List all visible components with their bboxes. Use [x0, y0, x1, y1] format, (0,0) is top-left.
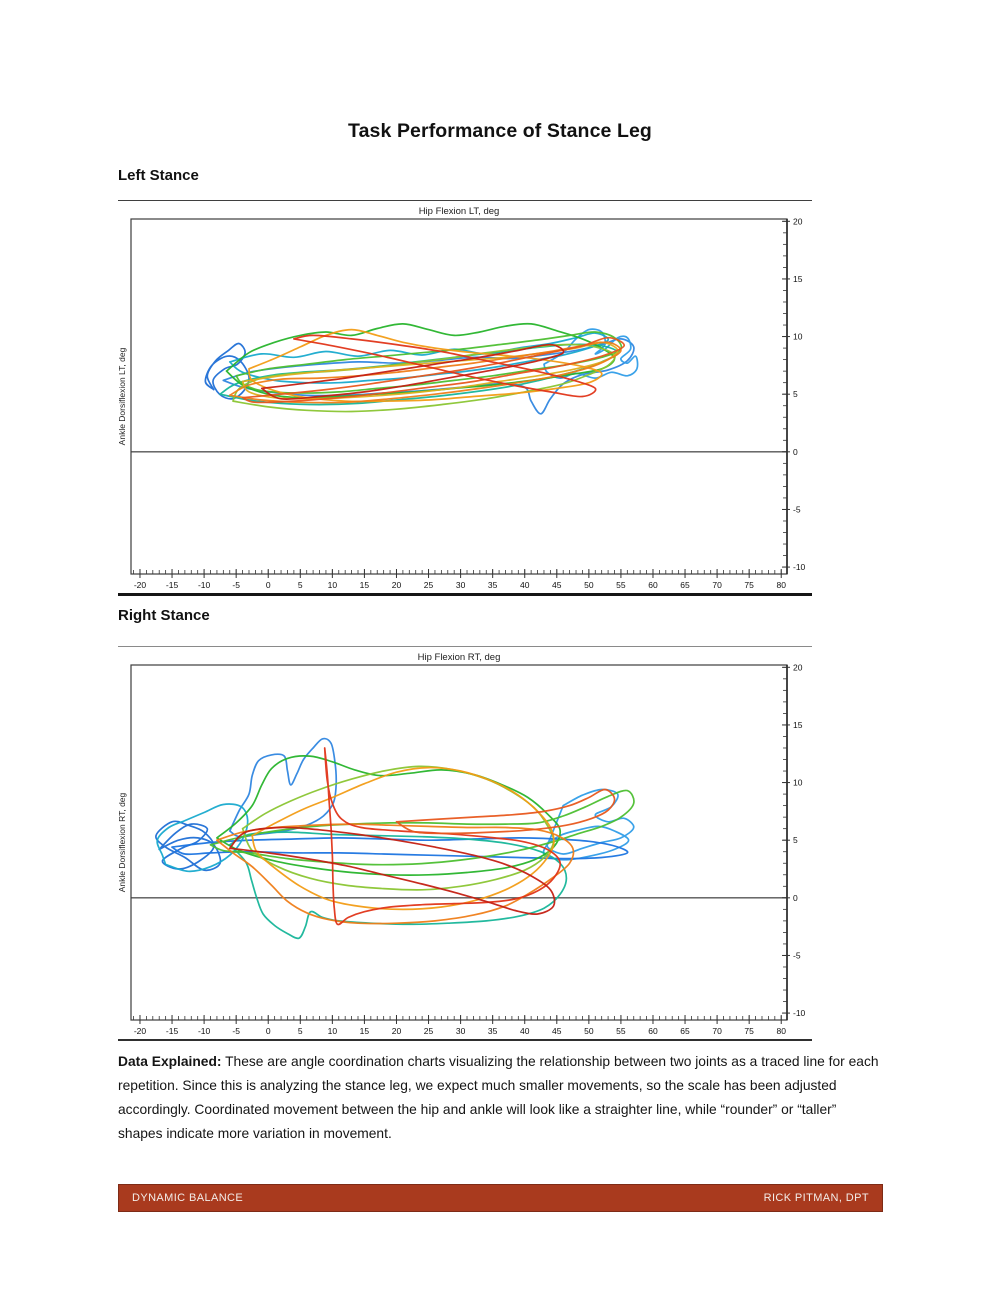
x-tick-label: 30	[456, 1026, 466, 1036]
y-tick-label: 20	[793, 662, 803, 672]
right-stance-plot: -20 -15 -10 -5 0 5 10 15 20 25 30 35 40 45 50 55 60 65 70 7…	[118, 652, 806, 1036]
trace-trace-12	[241, 336, 625, 404]
x-tick-label: 65	[680, 1026, 690, 1036]
x-tick-label: 80	[776, 1026, 786, 1036]
footer-right-text: RICK PITMAN, DPT	[763, 1192, 869, 1204]
right-stance-heading: Right Stance	[118, 607, 210, 624]
x-tick-label: -10	[198, 1026, 211, 1036]
chart-title: Hip Flexion RT, deg	[418, 652, 501, 663]
trace-trace-1	[204, 342, 250, 400]
x-tick-label: 60	[648, 1026, 658, 1036]
x-tick-label: 0	[266, 580, 271, 590]
trace-trace-8	[209, 789, 635, 866]
x-tick-label: 75	[744, 1026, 754, 1036]
footer-bar: DYNAMIC BALANCE RICK PITMAN, DPT	[118, 1184, 883, 1212]
plot-border	[130, 664, 788, 1021]
x-tick-label: 5	[298, 580, 303, 590]
x-tick-label: 55	[616, 580, 626, 590]
x-tick-label: 40	[520, 580, 530, 590]
x-tick-label: 20	[392, 580, 402, 590]
y-tick-label: 5	[793, 835, 798, 845]
left-stance-figure: -20 -15 -10 -5 0 5 10 15 20 25 30 35 40 45 50 55 60 65 70 7…	[118, 200, 812, 596]
y-tick-label: 0	[793, 447, 798, 457]
x-tick-label: -20	[134, 1026, 147, 1036]
x-tick-label: 45	[552, 1026, 562, 1036]
x-tick-label: -5	[232, 1026, 240, 1036]
y-axis-label: Ankle Dorsiflexion RT, deg	[118, 792, 127, 892]
x-tick-label: 30	[456, 580, 466, 590]
trace-trace-10	[248, 328, 603, 403]
x-tick-label: 60	[648, 580, 658, 590]
trace-trace-2	[228, 737, 338, 838]
y-tick-label: 15	[793, 720, 803, 730]
right-stance-figure: -20 -15 -10 -5 0 5 10 15 20 25 30 35 40 45 50 55 60 65 70 7…	[118, 646, 812, 1041]
x-tick-label: 45	[552, 580, 562, 590]
y-tick-label: -5	[793, 504, 801, 514]
y-tick-label: 0	[793, 893, 798, 903]
x-tick-label: 80	[776, 580, 786, 590]
trace-trace-12	[323, 747, 562, 926]
y-axis-label: Ankle Dorsiflexion LT, deg	[118, 347, 127, 445]
chart-title: Hip Flexion LT, deg	[419, 206, 500, 217]
x-tick-label: 35	[488, 580, 498, 590]
x-tick-label: 70	[712, 580, 722, 590]
trace-trace-5	[156, 803, 249, 873]
x-tick-label: 25	[424, 580, 434, 590]
x-tick-label: 55	[616, 1026, 626, 1036]
x-tick-label: 20	[392, 1026, 402, 1036]
x-tick-label: 10	[328, 1026, 338, 1036]
trace-trace-4	[171, 837, 629, 860]
y-tick-label: -5	[793, 950, 801, 960]
x-tick-label: 65	[680, 580, 690, 590]
x-tick-label: 15	[360, 580, 370, 590]
left-stance-plot: -20 -15 -10 -5 0 5 10 15 20 25 30 35 40 45 50 55 60 65 70 7…	[118, 206, 806, 590]
x-tick-label: -15	[166, 580, 179, 590]
y-tick-label: 5	[793, 389, 798, 399]
y-tick-label: -10	[793, 562, 806, 572]
x-tick-label: 35	[488, 1026, 498, 1036]
x-tick-label: 5	[298, 1026, 303, 1036]
x-tick-label: -10	[198, 580, 211, 590]
x-tick-label: 75	[744, 580, 754, 590]
trace-trace-13	[293, 334, 597, 398]
trace-trace-4	[228, 332, 609, 384]
x-tick-label: 25	[424, 1026, 434, 1036]
trace-trace-14	[395, 788, 616, 835]
footer-left-text: DYNAMIC BALANCE	[132, 1192, 244, 1204]
x-tick-label: -20	[134, 580, 147, 590]
trace-trace-14	[260, 343, 565, 401]
x-tick-label: -5	[232, 580, 240, 590]
trace-trace-1	[155, 820, 222, 872]
y-tick-label: 15	[793, 274, 803, 284]
trace-trace-13	[228, 826, 556, 915]
x-tick-label: 10	[328, 580, 338, 590]
data-explained-label: Data Explained:	[118, 1054, 222, 1069]
x-tick-label: 50	[584, 1026, 594, 1036]
data-explained-text: These are angle coordination charts visu…	[118, 1054, 879, 1141]
trace-trace-7	[216, 755, 562, 876]
x-tick-label: 0	[266, 1026, 271, 1036]
y-tick-label: 10	[793, 332, 803, 342]
x-tick-label: 40	[520, 1026, 530, 1036]
x-tick-label: 50	[584, 580, 594, 590]
y-tick-label: -10	[793, 1008, 806, 1018]
page-title: Task Performance of Stance Leg	[348, 120, 652, 142]
trace-trace-10	[251, 766, 555, 911]
trace-trace-6	[228, 831, 568, 940]
x-tick-label: 15	[360, 1026, 370, 1036]
y-tick-label: 10	[793, 778, 803, 788]
y-tick-label: 20	[793, 216, 803, 226]
x-tick-label: -15	[166, 1026, 179, 1036]
left-stance-heading: Left Stance	[118, 167, 199, 184]
x-tick-label: 70	[712, 1026, 722, 1036]
data-explained-paragraph: Data Explained: These are angle coordina…	[118, 1050, 884, 1146]
